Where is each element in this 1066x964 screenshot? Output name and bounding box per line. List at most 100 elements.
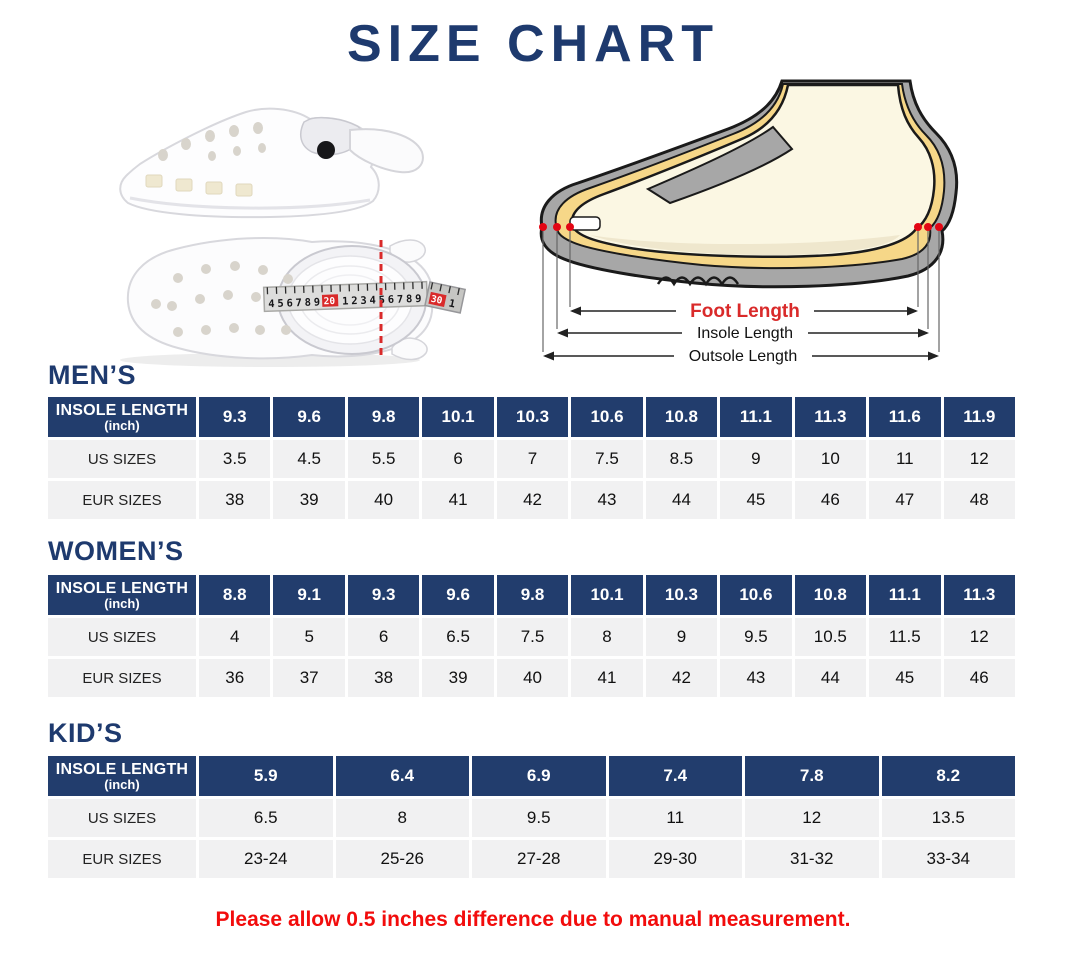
heel-strap xyxy=(349,128,424,174)
size-value: 6 xyxy=(422,440,494,478)
size-value: 44 xyxy=(794,659,867,697)
tape-numbers-1: 456789 xyxy=(268,296,323,310)
insole-length-value: 10.6 xyxy=(720,575,792,615)
size-value: 43 xyxy=(571,481,643,519)
size-value: 46 xyxy=(794,481,867,519)
size-value: 42 xyxy=(645,659,718,697)
size-value: 42 xyxy=(496,481,569,519)
size-value: 23-24 xyxy=(199,840,333,878)
table-row: US SIZES 6.5 8 9.5 11 12 13.5 xyxy=(48,799,1015,837)
size-value: 7.5 xyxy=(496,618,569,656)
insole-length-label: INSOLE LENGTH xyxy=(55,579,189,597)
insole-length-value: 11.3 xyxy=(794,397,867,437)
table-row: EUR SIZES 36 37 38 39 40 41 42 43 44 45 46 xyxy=(48,659,1015,697)
measuring-tape: 456789 20 123456789 30 1 xyxy=(262,280,467,314)
ventilation-holes xyxy=(158,122,266,161)
table-row: US SIZES 4 5 6 6.5 7.5 8 9 9.5 10.5 11.5 12 xyxy=(48,618,1015,656)
insole-length-value: 8.8 xyxy=(199,575,271,615)
insole-length-value: 8.2 xyxy=(881,756,1015,796)
size-value: 4.5 xyxy=(273,440,345,478)
row-label: EUR SIZES xyxy=(48,481,196,519)
strap-rivet xyxy=(317,141,335,159)
measure-guide-lines xyxy=(542,231,940,352)
foot-length-label: Foot Length xyxy=(690,301,800,322)
size-value: 8 xyxy=(571,618,643,656)
size-value: 46 xyxy=(943,659,1015,697)
size-value: 9 xyxy=(645,618,718,656)
mens-section-heading: MEN’S xyxy=(48,360,137,390)
size-value: 27-28 xyxy=(472,840,606,878)
size-value: 10 xyxy=(794,440,867,478)
insole-length-value: 9.8 xyxy=(347,397,420,437)
size-value: 9.5 xyxy=(720,618,792,656)
insole-length-unit: (inch) xyxy=(104,418,140,434)
insole-length-value: 9.3 xyxy=(347,575,420,615)
insole-length-value: 6.9 xyxy=(472,756,606,796)
size-value: 45 xyxy=(720,481,792,519)
header-row: INSOLE LENGTH (inch) 5.9 6.4 6.9 7.4 7.8 8.2 xyxy=(48,756,1015,796)
womens-size-table: INSOLE LENGTH (inch) 8.8 9.1 9.3 9.6 9.8 10.1 10… xyxy=(45,572,1018,700)
insole-length-value: 9.6 xyxy=(422,575,494,615)
insole-length-value: 10.8 xyxy=(794,575,867,615)
row-label: US SIZES xyxy=(48,440,196,478)
size-value: 6.5 xyxy=(422,618,494,656)
insole-length-value: 9.6 xyxy=(273,397,345,437)
insole-length-arrow: Insole Length xyxy=(557,322,929,343)
insole-length-value: 11.1 xyxy=(869,575,941,615)
table-row: EUR SIZES 23-24 25-26 27-28 29-30 31-32 33-34 xyxy=(48,840,1015,878)
row-label: US SIZES xyxy=(48,618,196,656)
insole-length-value: 11.6 xyxy=(869,397,941,437)
toe-nail xyxy=(569,216,601,231)
insole-length-value: 5.9 xyxy=(199,756,333,796)
insole-length-value: 7.4 xyxy=(608,756,742,796)
kids-section-heading: KID’S xyxy=(48,718,123,748)
page-title: SIZE CHART xyxy=(347,15,719,73)
row-label: US SIZES xyxy=(48,799,196,837)
row-label: EUR SIZES xyxy=(48,659,196,697)
size-value: 5 xyxy=(273,618,345,656)
insole-length-value: 9.8 xyxy=(496,575,569,615)
insole-length-value: 10.3 xyxy=(645,575,718,615)
insole-length-value: 10.6 xyxy=(571,397,643,437)
insole-length-value: 10.8 xyxy=(645,397,718,437)
size-value: 39 xyxy=(422,659,494,697)
insole-length-value: 9.3 xyxy=(199,397,271,437)
top-view-clog-image: 456789 20 123456789 30 1 xyxy=(120,237,467,367)
insole-length-unit: (inch) xyxy=(104,777,140,793)
size-value: 3.5 xyxy=(199,440,271,478)
size-value: 6 xyxy=(347,618,420,656)
womens-section-heading: WOMEN’S xyxy=(48,536,184,566)
outsole-length-arrow: Outsole Length xyxy=(543,345,939,366)
size-value: 10.5 xyxy=(794,618,867,656)
size-value: 11 xyxy=(869,440,941,478)
mens-size-table: INSOLE LENGTH (inch) 9.3 9.6 9.8 10.1 10.3 10.6… xyxy=(45,394,1018,522)
size-value: 12 xyxy=(943,618,1015,656)
insole-length-value: 10.1 xyxy=(571,575,643,615)
size-value: 47 xyxy=(869,481,941,519)
size-value: 7 xyxy=(496,440,569,478)
tape-number-30: 30 xyxy=(430,294,444,307)
insole-length-value: 7.8 xyxy=(745,756,879,796)
foot-measurement-diagram: Foot Length Insole Length Outsole Length xyxy=(539,79,959,366)
insole-length-value: 9.1 xyxy=(273,575,345,615)
size-value: 11 xyxy=(608,799,742,837)
insole-length-value: 6.4 xyxy=(335,756,469,796)
size-value: 29-30 xyxy=(608,840,742,878)
size-value: 41 xyxy=(422,481,494,519)
size-value: 12 xyxy=(943,440,1015,478)
insole-length-label: INSOLE LENGTH xyxy=(55,401,189,419)
size-value: 41 xyxy=(571,659,643,697)
insole-length-value: 10.1 xyxy=(422,397,494,437)
size-value: 31-32 xyxy=(745,840,879,878)
tape-red-marker-20 xyxy=(321,294,339,307)
size-value: 44 xyxy=(645,481,718,519)
size-value: 25-26 xyxy=(335,840,469,878)
header-row: INSOLE LENGTH (inch) 9.3 9.6 9.8 10.1 10.3 10.6… xyxy=(48,397,1015,437)
tape-number-20: 20 xyxy=(323,296,335,307)
insole-length-value: 11.3 xyxy=(943,575,1015,615)
size-value: 9 xyxy=(720,440,792,478)
table-row: EUR SIZES 38 39 40 41 42 43 44 45 46 47 48 xyxy=(48,481,1015,519)
insole-length-unit: (inch) xyxy=(104,596,140,612)
size-value: 38 xyxy=(199,481,271,519)
